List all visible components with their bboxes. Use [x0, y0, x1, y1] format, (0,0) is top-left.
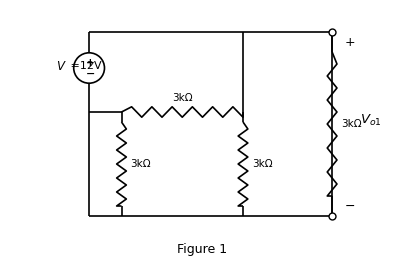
Text: +: +: [344, 35, 355, 49]
Text: −: −: [85, 69, 95, 79]
Text: −: −: [344, 200, 355, 213]
Text: =12V: =12V: [67, 61, 101, 71]
Text: 3kΩ: 3kΩ: [341, 119, 362, 129]
Text: 3kΩ: 3kΩ: [130, 159, 151, 169]
Text: +: +: [86, 58, 95, 68]
Text: $V$: $V$: [56, 59, 67, 73]
Text: 3kΩ: 3kΩ: [252, 159, 273, 169]
Text: 3kΩ: 3kΩ: [172, 93, 192, 103]
Text: $V_{o1}$: $V_{o1}$: [360, 112, 382, 128]
Text: Figure 1: Figure 1: [177, 243, 228, 257]
